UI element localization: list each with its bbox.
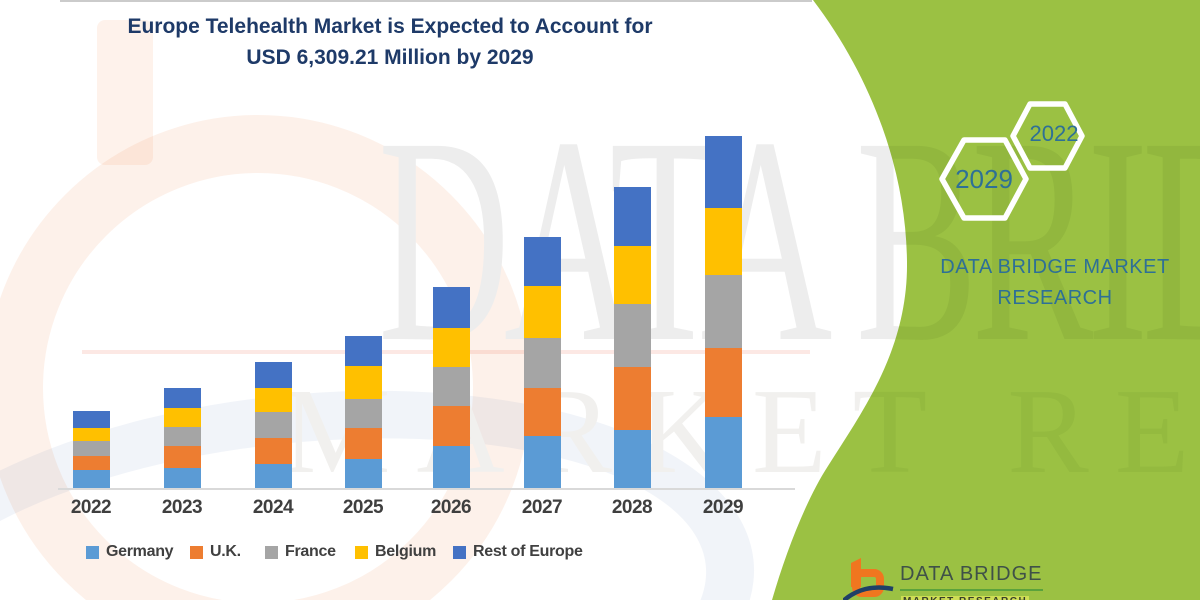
hexagon-year-back: 2029 (955, 164, 1013, 194)
top-border-line (60, 0, 812, 2)
bar-2022 (72, 410, 110, 488)
bar-segment-belgium (613, 246, 651, 305)
chart-title: Europe Telehealth Market is Expected to … (0, 11, 780, 73)
legend-item-belgium: Belgium (355, 543, 436, 561)
bar-segment-germany (613, 429, 651, 488)
bar-segment-rest-of-europe (254, 362, 292, 389)
bar-segment-belgium (163, 407, 201, 427)
bar-segment-belgium (704, 208, 742, 276)
bar-segment-u-k- (613, 367, 651, 430)
brand-logo-b-icon (843, 556, 895, 600)
legend-swatch-icon (265, 545, 278, 559)
hexagon-year-front: 2022 (1029, 121, 1079, 146)
bar-segment-germany (72, 469, 110, 488)
legend-label: Rest of Europe (473, 543, 583, 560)
hexagon-2022-icon (1013, 104, 1082, 168)
bar-2029 (704, 136, 742, 488)
bar-segment-rest-of-europe (163, 387, 201, 408)
x-axis-label: 2028 (611, 497, 653, 518)
bar-segment-u-k- (254, 438, 292, 465)
bar-2024 (254, 362, 292, 488)
bar-segment-u-k- (72, 455, 110, 470)
x-axis-label: 2022 (70, 497, 112, 518)
bar-segment-rest-of-europe (432, 287, 470, 328)
footer-logo-subtitle: MARKET RESEARCH (901, 596, 1029, 600)
bar-segment-france (523, 338, 561, 389)
brand-name: DATA BRIDGE MARKET RESEARCH (920, 252, 1190, 314)
legend-swatch-icon (86, 545, 99, 559)
bar-2028 (613, 186, 651, 488)
x-axis-label: 2026 (430, 497, 472, 518)
legend-item-france: France (265, 543, 336, 561)
bar-segment-rest-of-europe (72, 410, 110, 428)
bar-2025 (344, 336, 382, 488)
x-axis-label: 2025 (342, 497, 384, 518)
bar-segment-u-k- (523, 388, 561, 436)
brand-name-line2: RESEARCH (997, 287, 1113, 309)
bar-segment-france (613, 304, 651, 367)
bar-2026 (432, 287, 470, 488)
legend-swatch-icon (190, 545, 203, 559)
legend-swatch-icon (355, 545, 368, 559)
bar-segment-belgium (523, 286, 561, 339)
x-axis-label: 2023 (161, 497, 203, 518)
bar-segment-u-k- (163, 446, 201, 468)
bar-segment-germany (704, 416, 742, 488)
bar-segment-rest-of-europe (704, 136, 742, 209)
legend-swatch-icon (453, 545, 466, 559)
legend-label: Belgium (375, 543, 437, 560)
x-axis-label: 2027 (521, 497, 563, 518)
legend-label: U.K. (210, 543, 241, 560)
bar-segment-belgium (72, 427, 110, 441)
legend-item-rest-of-europe: Rest of Europe (453, 543, 583, 561)
bar-segment-u-k- (704, 347, 742, 417)
bar-segment-france (344, 398, 382, 428)
bar-segment-u-k- (432, 406, 470, 446)
brand-name-line1: DATA BRIDGE MARKET (940, 256, 1170, 278)
watermark-logo-swoosh (0, 348, 776, 600)
bar-segment-germany (344, 459, 382, 488)
x-axis-line (58, 488, 795, 490)
bar-2023 (163, 387, 201, 488)
bar-segment-u-k- (344, 427, 382, 459)
bar-segment-belgium (344, 366, 382, 399)
bar-segment-rest-of-europe (344, 336, 382, 367)
hexagon-2029-icon (942, 140, 1026, 218)
footer-logo-name: DATA BRIDGE (900, 563, 1043, 591)
bar-segment-belgium (432, 328, 470, 367)
bar-segment-france (704, 275, 742, 348)
legend-label: Germany (106, 543, 174, 560)
chart-title-line1: Europe Telehealth Market is Expected to … (127, 15, 653, 38)
chart-title-line2: USD 6,309.21 Million by 2029 (246, 46, 534, 69)
bar-segment-germany (254, 464, 292, 488)
bar-segment-france (432, 367, 470, 406)
x-axis-label: 2029 (702, 497, 744, 518)
bar-segment-germany (163, 467, 201, 488)
legend-item-u-k-: U.K. (190, 543, 241, 561)
bar-segment-belgium (254, 388, 292, 413)
bar-2027 (523, 237, 561, 488)
bar-segment-rest-of-europe (523, 237, 561, 287)
bar-segment-rest-of-europe (613, 186, 651, 246)
bar-segment-germany (432, 446, 470, 488)
bar-segment-france (254, 412, 292, 439)
x-axis-label: 2024 (252, 497, 294, 518)
bar-segment-france (72, 440, 110, 456)
legend-label: France (285, 543, 336, 560)
bar-segment-france (163, 427, 201, 447)
bar-segment-germany (523, 436, 561, 488)
legend-item-germany: Germany (86, 543, 174, 561)
